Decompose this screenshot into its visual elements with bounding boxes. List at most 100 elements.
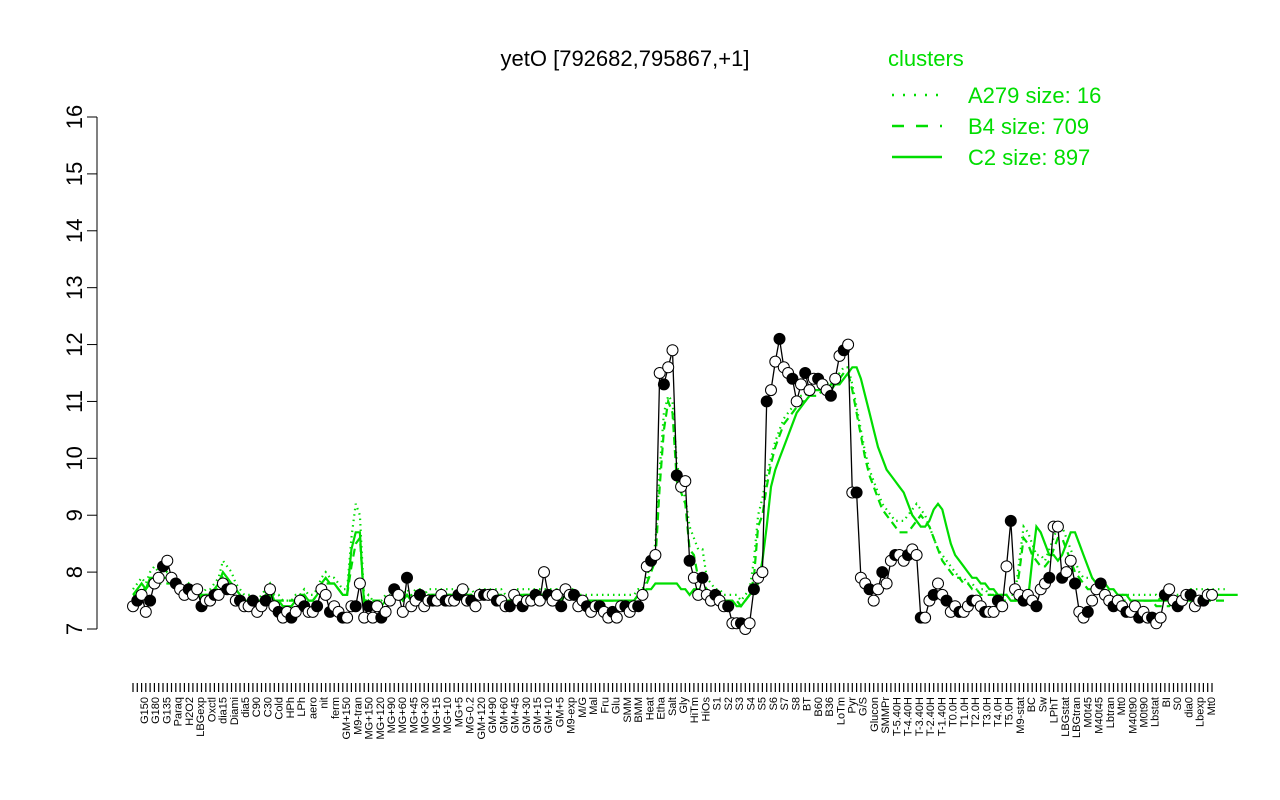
data-point — [649, 549, 662, 561]
data-point — [1030, 600, 1043, 613]
data-point — [371, 600, 384, 613]
x-rug — [132, 683, 1213, 692]
data-point — [383, 594, 396, 607]
data-point — [842, 338, 855, 351]
x-tick-label: HiTm — [689, 697, 701, 723]
data-point — [773, 332, 786, 345]
x-tick-label: S5 — [757, 697, 769, 710]
x-tick-label: M40t45 — [1094, 697, 1106, 734]
x-tick-label: T-5.40H — [891, 697, 903, 736]
x-tick-label: T3.0H — [981, 697, 993, 727]
x-tick-label: C30 — [262, 697, 274, 717]
x-tick-label: M0t90 — [1139, 697, 1151, 728]
x-tick-label: HPh — [285, 697, 297, 718]
x-tick-label: G150 — [139, 697, 151, 724]
x-tick-label: Gly — [678, 697, 690, 714]
legend: clusters A279 size: 16 B4 size: 709 C2 siz… — [888, 46, 1101, 170]
y-tick-label: 8 — [62, 566, 87, 578]
x-tick-label: BMM — [633, 697, 645, 723]
data-point — [191, 583, 204, 596]
x-tick-label: Lbstat — [1150, 697, 1162, 727]
data-point — [469, 600, 482, 613]
data-point — [246, 594, 259, 607]
data-point — [311, 600, 324, 613]
x-tick-label: BI — [1161, 697, 1173, 707]
data-point — [795, 378, 807, 391]
data-point — [769, 355, 782, 368]
legend-label: A279 size: 16 — [968, 83, 1101, 108]
data-points — [127, 332, 1218, 635]
x-tick-label: LBGexp — [195, 697, 207, 737]
data-point — [396, 605, 409, 618]
x-tick-label: Paraq — [173, 697, 185, 726]
data-point — [392, 588, 405, 601]
x-tick-label: Glu — [611, 697, 623, 714]
x-tick-label: M/G — [577, 697, 589, 718]
x-tick-label: LBGtran — [1071, 697, 1083, 738]
x-tick-label: Salt — [667, 697, 679, 716]
data-point — [1051, 520, 1064, 533]
data-point — [747, 583, 760, 596]
y-tick-label: 13 — [62, 275, 87, 299]
x-tick-labels: G150 G180 G135 Paraq H2O2 LBGexp Oxctl dia15 Dia… — [139, 696, 1218, 739]
data-point — [144, 594, 157, 607]
x-tick-label: T5.0H — [1004, 697, 1016, 727]
data-point — [1206, 588, 1218, 601]
x-tick-label: T0.0H — [948, 697, 960, 727]
cluster-line-2 — [133, 371, 1225, 609]
data-point — [666, 344, 679, 357]
data-point — [538, 566, 550, 579]
data-point — [824, 389, 837, 402]
data-point — [932, 577, 944, 590]
data-point — [1069, 577, 1081, 590]
x-tick-label: B60 — [813, 697, 825, 717]
chart-title: yetO [792682,795867,+1] — [501, 46, 750, 71]
x-tick-label: G/S — [858, 697, 870, 716]
x-tick-label: T-2.40H — [925, 697, 937, 736]
data-point — [161, 554, 174, 567]
y-tick-label: 7 — [62, 623, 87, 635]
data-point — [786, 372, 799, 385]
x-tick-label: S0 — [1172, 697, 1184, 710]
x-tick-label: MG+30 — [420, 697, 432, 733]
x-tick-label: MG+5 — [453, 697, 465, 727]
x-tick-label: H2O2 — [184, 697, 196, 726]
x-tick-label: MG+120 — [375, 697, 387, 740]
x-tick-label: MG-0.2 — [465, 697, 477, 734]
x-tick-label: BC — [1026, 697, 1038, 712]
data-point — [876, 566, 889, 579]
x-tick-label: Etha — [656, 696, 668, 720]
x-tick-label: dia0 — [1183, 697, 1195, 718]
x-tick-label: Pyr — [847, 697, 859, 714]
data-point — [413, 588, 426, 601]
data-point — [1060, 566, 1073, 579]
y-axis: 7 8 9 10 11 12 13 14 15 16 — [62, 105, 98, 635]
x-tick-label: GM+90 — [487, 697, 499, 733]
data-point — [880, 577, 893, 590]
data-point — [319, 588, 332, 601]
data-point — [353, 577, 366, 590]
x-tick-label: BT — [802, 697, 814, 711]
data-point — [212, 588, 225, 601]
x-tick-label: LBGstat — [1060, 697, 1072, 737]
x-tick-label: Heat — [644, 697, 656, 720]
data-point — [679, 475, 692, 488]
data-point — [550, 588, 563, 601]
data-point — [765, 384, 777, 397]
data-point — [657, 378, 670, 391]
data-point — [349, 600, 362, 613]
data-point — [1004, 514, 1017, 527]
x-tick-label: GM+120 — [476, 697, 488, 740]
data-point — [341, 611, 354, 624]
data-point — [799, 367, 812, 379]
data-point — [636, 588, 649, 601]
data-point — [568, 588, 580, 601]
x-tick-label: Lbexp — [1195, 697, 1207, 727]
y-tick-label: 9 — [62, 509, 87, 521]
data-point — [379, 605, 392, 618]
y-tick-label: 14 — [62, 219, 87, 243]
x-tick-label: Sw — [1037, 697, 1049, 712]
data-point — [996, 600, 1009, 613]
y-tick-label: 12 — [62, 332, 87, 356]
